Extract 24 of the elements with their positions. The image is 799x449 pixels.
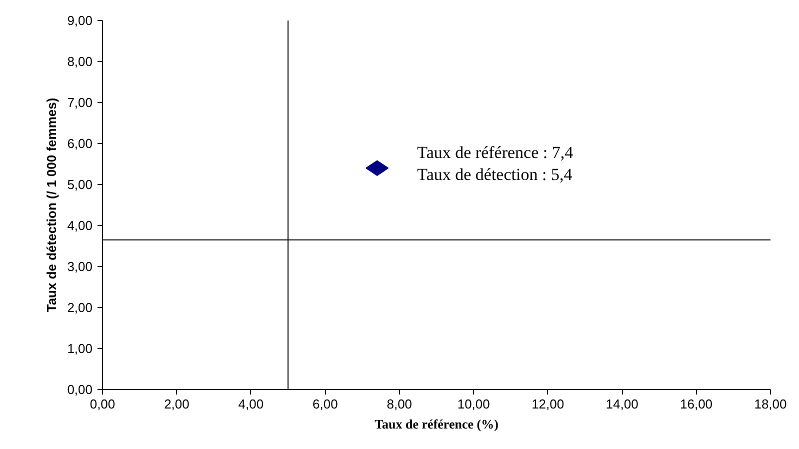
y-axis-title: Taux de détection (/ 1 000 femmes) bbox=[44, 98, 60, 312]
y-tick-label: 3,00 bbox=[67, 259, 93, 274]
x-tick-label: 4,00 bbox=[238, 396, 264, 412]
x-tick-label: 0,00 bbox=[90, 396, 116, 412]
x-tick-label: 2,00 bbox=[164, 396, 190, 412]
x-tick-label: 12,00 bbox=[532, 396, 564, 412]
y-tick-label: 7,00 bbox=[67, 95, 93, 110]
x-axis-title: Taux de référence (%) bbox=[374, 416, 498, 432]
x-tick-label: 10,00 bbox=[457, 396, 490, 412]
x-tick-label: 14,00 bbox=[606, 396, 638, 412]
annotation: Taux de référence : 7,4 bbox=[417, 143, 574, 162]
x-tick-label: 16,00 bbox=[680, 396, 713, 412]
y-tick-label: 5,00 bbox=[67, 177, 93, 192]
x-tick-label: 8,00 bbox=[386, 396, 412, 412]
y-tick-label: 4,00 bbox=[67, 218, 93, 233]
x-tick-label: 6,00 bbox=[312, 396, 338, 412]
y-tick-label: 6,00 bbox=[67, 136, 93, 151]
y-tick-label: 1,00 bbox=[67, 341, 93, 356]
y-tick-label: 2,00 bbox=[67, 300, 93, 315]
x-tick-label: 18,00 bbox=[754, 396, 787, 412]
annotation: Taux de détection : 5,4 bbox=[417, 165, 573, 184]
y-tick-label: 8,00 bbox=[67, 54, 93, 69]
y-tick-label: 9,00 bbox=[67, 13, 93, 28]
y-tick-label: 0,00 bbox=[67, 382, 93, 397]
